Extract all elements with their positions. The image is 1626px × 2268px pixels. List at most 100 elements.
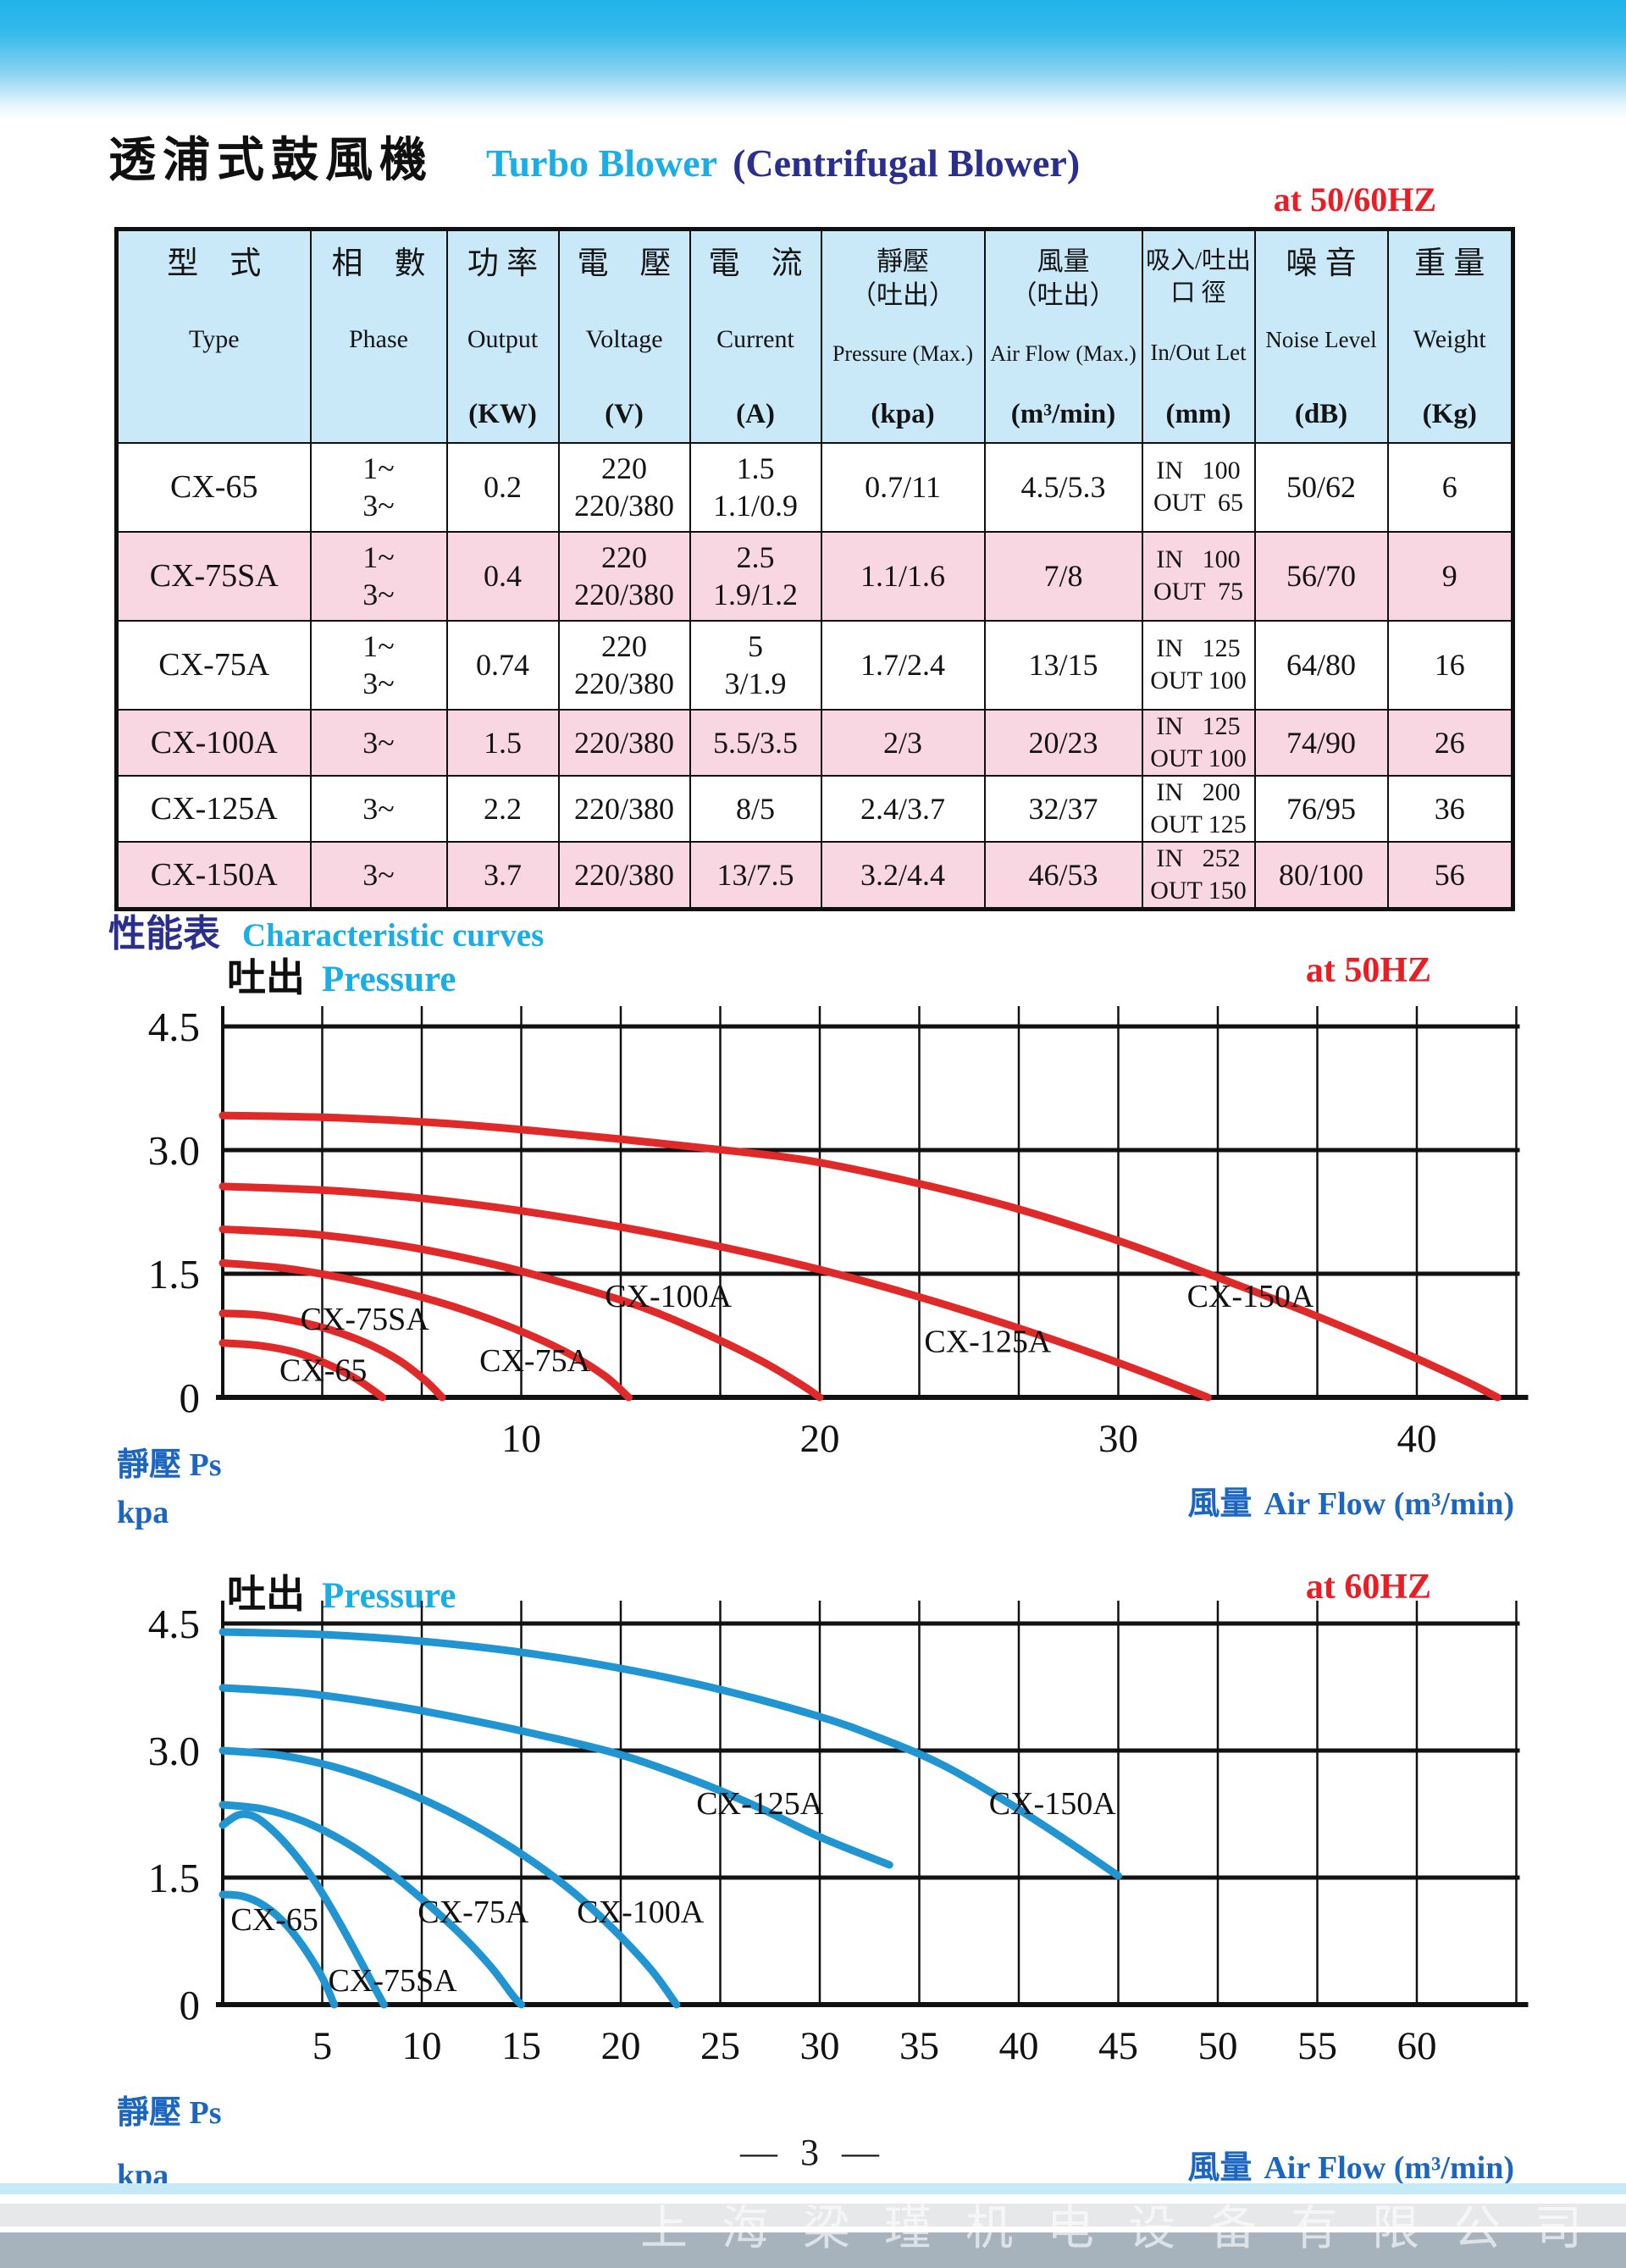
cell-cx-100a-3: 220/380 — [557, 708, 691, 777]
column-header-zh: 型 式 — [167, 246, 262, 281]
table-row-cx-100a: CX-100A 3~ 1.5 220/380 5.5/3.5 2/3 20/23 IN 125… — [115, 708, 1514, 777]
top-gradient-band — [0, 0, 1626, 120]
curve-label-cx-150a: CX-150A — [989, 1786, 1116, 1822]
chart-60hz-xlabel-zh: 風量 — [1187, 2150, 1253, 2186]
column-header-current: 電 流 Current (A) — [689, 228, 822, 444]
cell-cx-150a-3: 220/380 — [557, 840, 691, 910]
column-header-en: Noise Level — [1265, 327, 1377, 353]
frequency-note: at 50/60HZ — [1273, 180, 1436, 219]
section-heading-zh: 性能表 — [108, 913, 220, 954]
page-title-en-paren: (Centrifugal Blower) — [733, 141, 1081, 185]
curve-cx-100a — [218, 1225, 824, 1402]
curve-label-cx-125a: CX-125A — [696, 1786, 823, 1822]
x-tick-label: 55 — [1297, 2024, 1337, 2068]
curve-label-cx-65: CX-65 — [279, 1353, 367, 1389]
section-heading: 性能表 Characteristic curves — [108, 903, 544, 957]
cell-cx-125a-7: IN 200 OUT 125 — [1141, 774, 1256, 843]
page-title: 透浦式鼓風機 Turbo Blower (Centrifugal Blower) — [108, 122, 1080, 191]
column-header-en: In/Out Let — [1150, 340, 1247, 366]
curve-cx-75sa — [218, 1309, 446, 1402]
cell-cx-65-5: 0.7/11 — [820, 441, 986, 533]
column-header-zh: 相 數 — [331, 246, 426, 281]
column-header-voltage: 電 壓 Voltage (V) — [557, 228, 691, 444]
chart-60hz-x-axis-caption: 風量 Air Flow (m³/min) — [1187, 2141, 1514, 2188]
cell-cx-75a-0: CX-75A — [115, 619, 312, 711]
chart-50hz-yunit: kpa — [117, 1495, 169, 1530]
x-tick-label: 30 — [800, 2024, 840, 2068]
cell-cx-125a-6: 32/37 — [983, 774, 1143, 843]
chart-50hz-title-zh: 吐出 — [227, 956, 305, 999]
curve-label-cx-75sa: CX-75SA — [301, 1302, 430, 1337]
x-tick-label: 10 — [501, 1417, 541, 1461]
column-header-zh: 靜壓 （吐出） — [850, 246, 955, 310]
cell-cx-125a-1: 3~ — [309, 774, 448, 843]
x-tick-label: 35 — [899, 2024, 939, 2068]
curve-cx-125a — [218, 1684, 893, 1869]
cell-cx-100a-5: 2/3 — [820, 708, 986, 777]
column-header-unit: (V) — [605, 398, 644, 429]
curve-label-cx-75a: CX-75A — [479, 1343, 590, 1379]
page-title-zh: 透浦式鼓風機 — [108, 135, 434, 187]
spec-table-header-row: 型 式 Type 相 數 Phase 功 率 Output (KW) 電 壓 Voltage (V… — [115, 228, 1514, 444]
chart-50hz-freq-label: at 50HZ — [1305, 951, 1431, 990]
cell-cx-75a-5: 1.7/2.4 — [820, 619, 986, 711]
cell-cx-150a-4: 13/7.5 — [689, 840, 822, 910]
column-header-output: 功 率 Output (KW) — [445, 228, 560, 444]
cell-cx-75a-9: 16 — [1386, 619, 1514, 711]
curve-cx-75a — [218, 1801, 525, 2009]
x-tick-label: 20 — [800, 1417, 840, 1461]
column-header-zh: 吸入/吐出 口 徑 — [1145, 247, 1252, 307]
cell-cx-125a-9: 36 — [1386, 774, 1514, 843]
cell-cx-75sa-0: CX-75SA — [115, 530, 312, 622]
cell-cx-100a-4: 5.5/3.5 — [689, 708, 822, 777]
cell-cx-75a-4: 5 3/1.9 — [689, 619, 822, 711]
chart-50hz-ylabel: 靜壓 Ps — [117, 1447, 222, 1483]
cell-cx-100a-7: IN 125 OUT 100 — [1141, 708, 1256, 777]
curve-cx-125a — [218, 1182, 1212, 1402]
column-header-zh: 重 量 — [1414, 246, 1485, 281]
y-tick-label: 0 — [180, 1982, 201, 2028]
footer-band-lightblue — [0, 2183, 1626, 2194]
y-tick-label: 4.5 — [148, 1601, 200, 1647]
column-header-weight: 重 量 Weight (Kg) — [1386, 228, 1514, 444]
cell-cx-75a-3: 220 220/380 — [557, 619, 691, 711]
chart-50hz-x-axis-caption: 風量 Air Flow (m³/min) — [1187, 1477, 1514, 1524]
curve-cx-65 — [218, 1890, 339, 2009]
column-header-en: Phase — [349, 325, 408, 354]
column-header-unit: (mm) — [1165, 398, 1231, 429]
x-tick-label: 5 — [312, 2024, 333, 2068]
table-row-cx-125a: CX-125A 3~ 2.2 220/380 8/5 2.4/3.7 32/37 IN 200… — [115, 774, 1514, 843]
x-tick-label: 20 — [601, 2024, 641, 2068]
chart-50hz-title-en: Pressure — [322, 960, 456, 999]
chart-60hz-freq-label: at 60HZ — [1305, 1568, 1431, 1607]
column-header-noise-level: 噪 音 Noise Level (dB) — [1253, 228, 1389, 444]
cell-cx-125a-0: CX-125A — [115, 774, 312, 843]
cell-cx-150a-7: IN 252 OUT 150 — [1141, 840, 1256, 910]
curve-label-cx-75a: CX-75A — [418, 1895, 528, 1930]
cell-cx-75sa-7: IN 100 OUT 75 — [1141, 530, 1256, 622]
column-header-phase: 相 數 Phase — [309, 228, 448, 444]
cell-cx-65-3: 220 220/380 — [557, 441, 691, 533]
cell-cx-75sa-6: 7/8 — [983, 530, 1143, 622]
y-tick-label: 0 — [180, 1375, 201, 1421]
table-row-cx-75a: CX-75A 1~ 3~ 0.74 220 220/380 5 3/1.9 1.7/2.4… — [115, 619, 1514, 711]
x-tick-label: 50 — [1198, 2024, 1238, 2068]
column-header-zh: 噪 音 — [1286, 246, 1357, 281]
footer-band-gray — [0, 2204, 1626, 2227]
cell-cx-75a-6: 13/15 — [983, 619, 1143, 711]
cell-cx-65-7: IN 100 OUT 65 — [1141, 441, 1256, 533]
cell-cx-125a-4: 8/5 — [689, 774, 822, 843]
cell-cx-65-0: CX-65 — [115, 441, 312, 533]
cell-cx-100a-6: 20/23 — [983, 708, 1143, 777]
column-header-unit: (A) — [736, 398, 775, 429]
y-tick-label: 1.5 — [148, 1251, 200, 1297]
curve-cx-150a — [218, 1628, 1122, 1880]
cell-cx-75a-2: 0.74 — [445, 619, 560, 711]
cell-cx-100a-0: CX-100A — [115, 708, 312, 777]
column-header-in-out-let: 吸入/吐出 口 徑 In/Out Let (mm) — [1141, 228, 1256, 444]
column-header-en: Type — [188, 325, 240, 354]
y-tick-label: 3.0 — [148, 1728, 200, 1774]
chart-60hz-title: 吐出 Pressure — [227, 1563, 456, 1619]
curve-label-cx-125a: CX-125A — [924, 1324, 1051, 1359]
cell-cx-75sa-8: 56/70 — [1253, 530, 1389, 622]
